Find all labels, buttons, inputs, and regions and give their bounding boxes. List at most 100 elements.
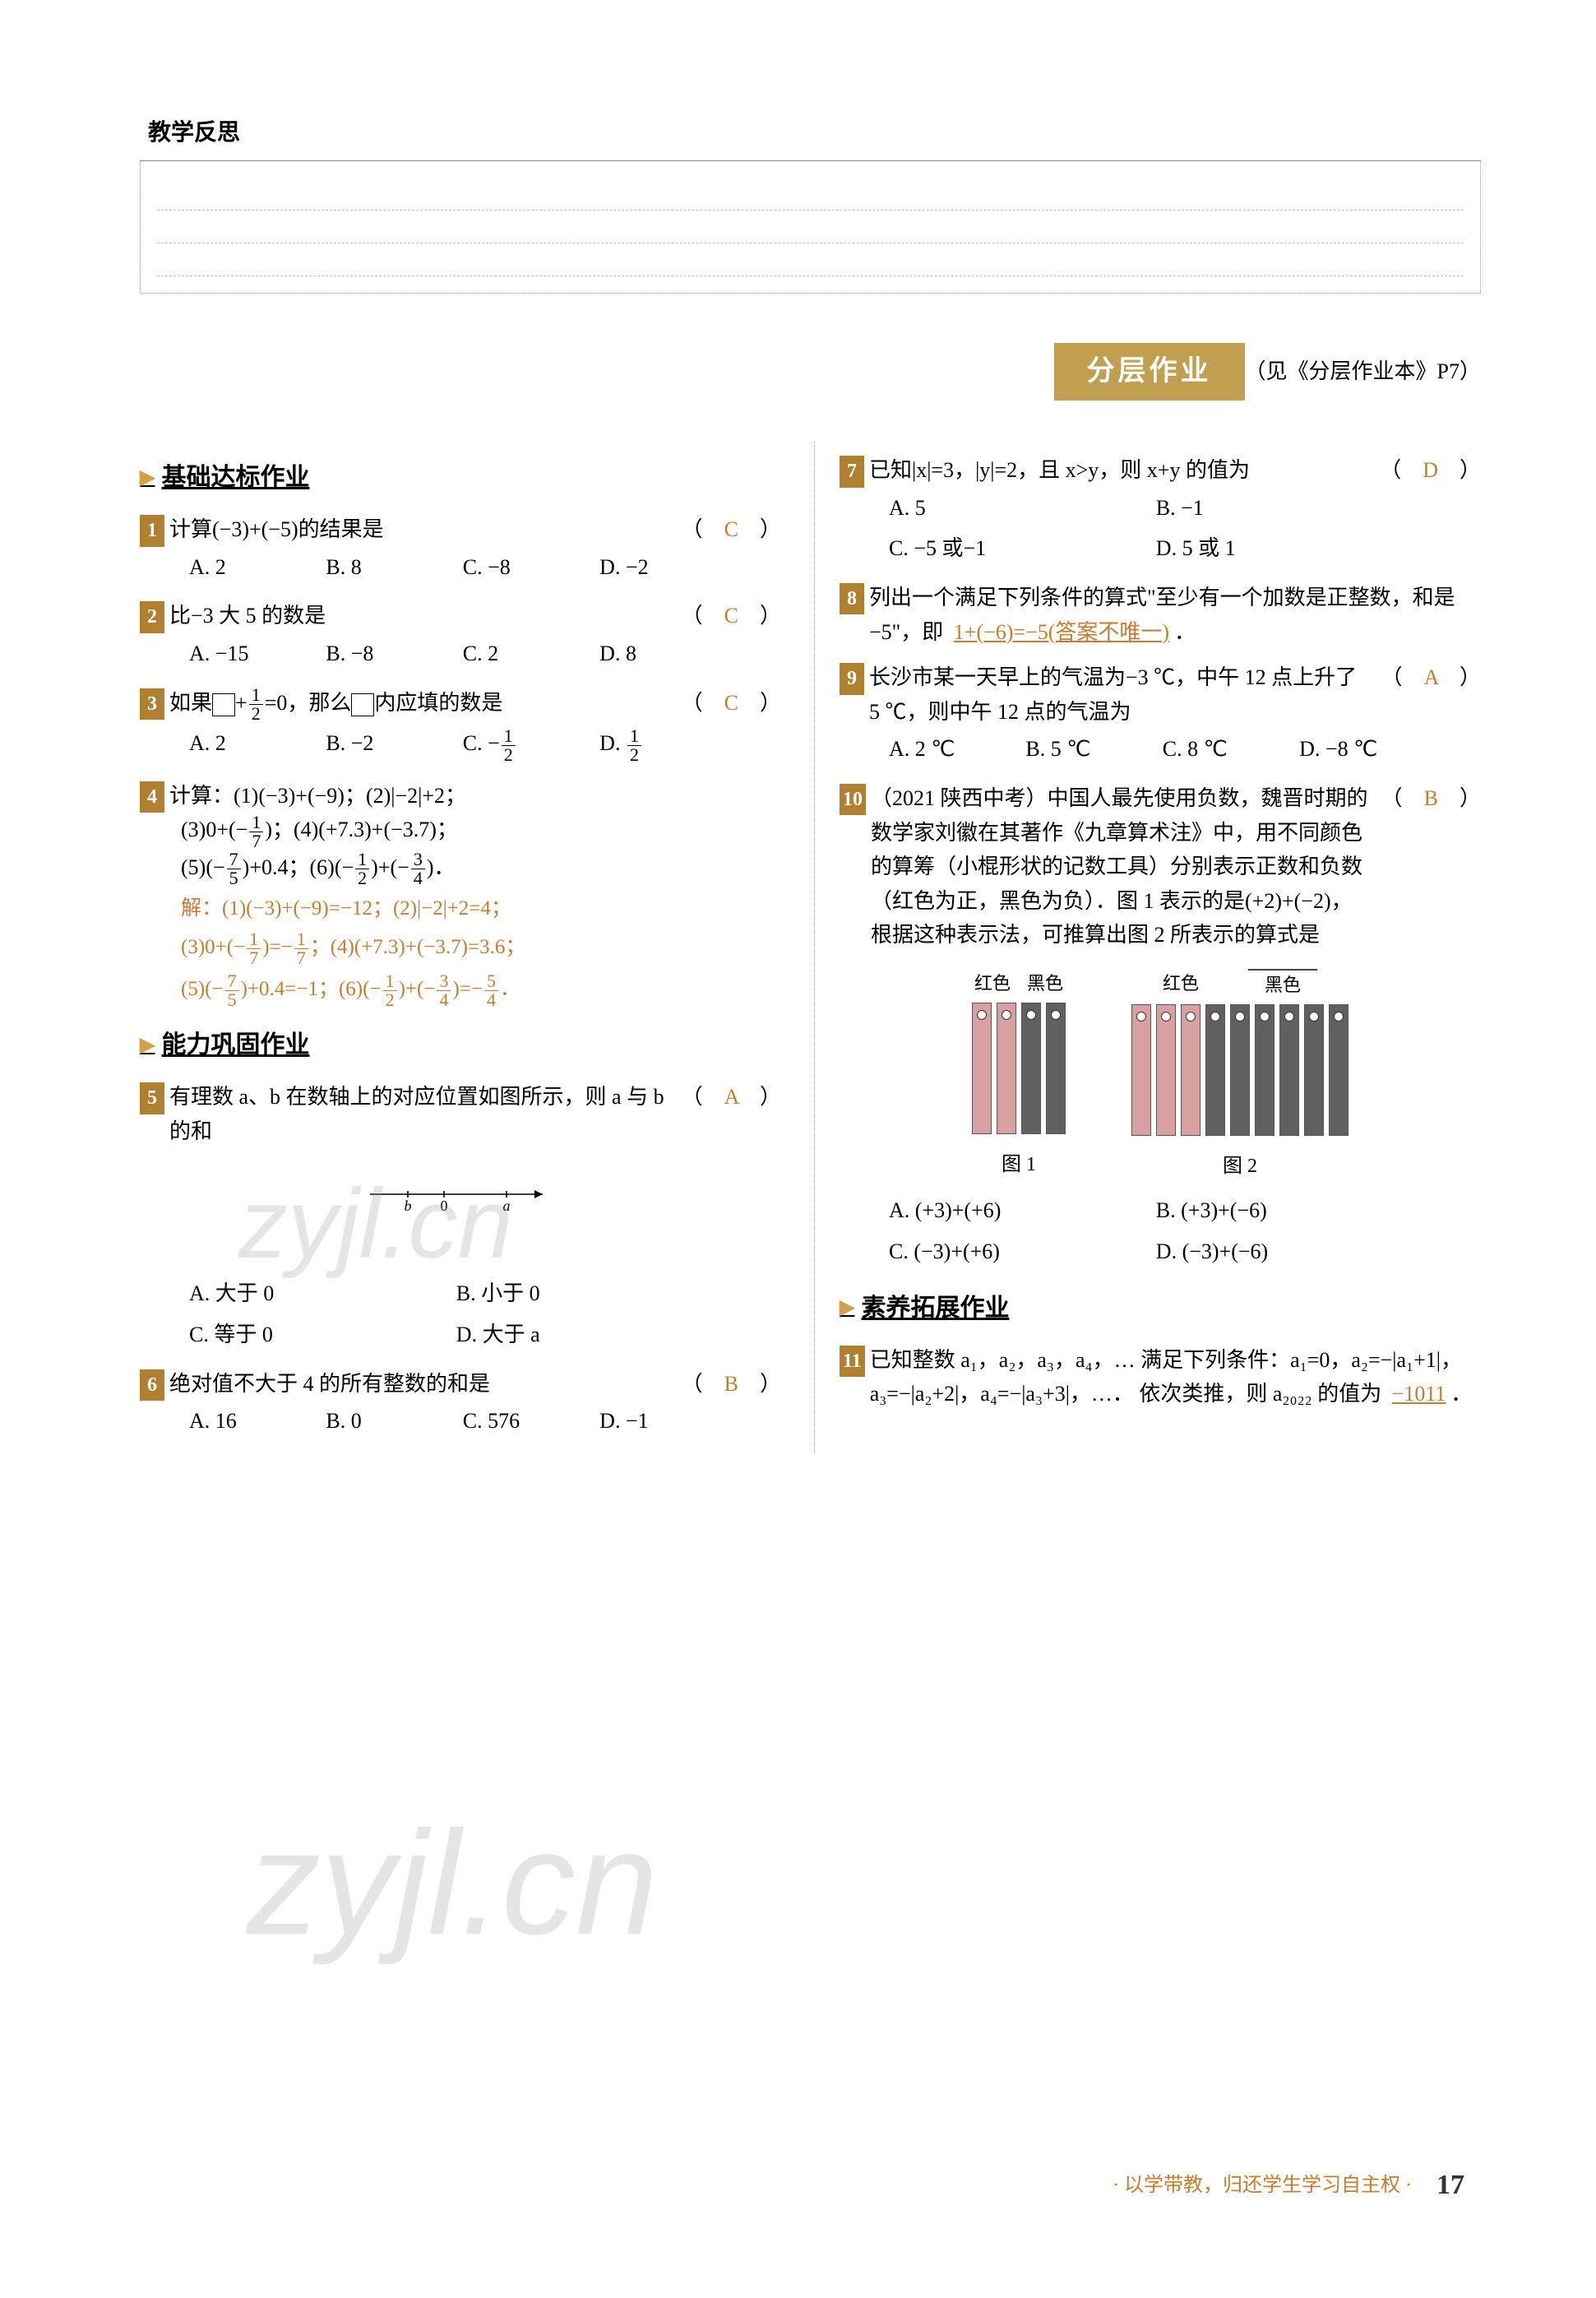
question-9: 9 长沙市某一天早上的气温为−3 ℃，中午 12 点上升了 5 ℃，则中午 12… <box>840 660 1481 770</box>
q4-sol3: (5)(−75)+0.4=−1；(6)(−12)+(−34)=−54． <box>140 972 781 1009</box>
q3-bracket: （ C ） <box>682 686 781 720</box>
q6-text: 绝对值不大于 4 的所有整数的和是 <box>169 1367 673 1402</box>
q2-opt-d: D. 8 <box>599 637 729 671</box>
reflection-line <box>157 211 1464 243</box>
fig2-rods <box>1131 1004 1349 1144</box>
label-red: 红色 <box>1163 969 1199 999</box>
label-a: a <box>503 1198 511 1214</box>
label-black: 黑色 <box>1027 969 1063 998</box>
q5-options: A. 大于 0 B. 小于 0 C. 等于 0 D. 大于 a <box>140 1273 781 1355</box>
q3-frac: 12 <box>249 686 263 723</box>
black-rod-icon <box>1279 1004 1299 1136</box>
section-extend-label: 素养拓展作业 <box>861 1289 1009 1328</box>
q1-opt-c: C. −8 <box>463 550 593 585</box>
q7-opt-d: D. 5 或 1 <box>1156 531 1417 566</box>
q3-opt-d: D. 12 <box>599 726 729 764</box>
q9-options: A. 2 ℃ B. 5 ℃ C. 8 ℃ D. −8 ℃ <box>840 729 1481 770</box>
q7-opt-c: C. −5 或−1 <box>889 531 1150 566</box>
label-b: b <box>405 1198 412 1214</box>
black-rod-icon <box>1205 1004 1225 1136</box>
two-columns: ▶ 基础达标作业 1 计算(−3)+(−5)的结果是 （ C ） A. 2 B.… <box>140 442 1481 1453</box>
question-1: 1 计算(−3)+(−5)的结果是 （ C ） A. 2 B. 8 C. −8 … <box>140 512 781 587</box>
rods-fig1: 红色 黑色 图 1 <box>972 969 1066 1183</box>
q11-text: 已知整数 a₁，a₂，a₃，a₄，… 满足下列条件：a₁=0，a₂=−|a₁+1… <box>870 1343 1481 1411</box>
q3-opt-a: A. 2 <box>189 726 319 764</box>
q5-text: 有理数 a、b 在数轴上的对应位置如图所示，则 a 与 b 的和 <box>169 1080 673 1148</box>
qnum-4: 4 <box>140 781 164 813</box>
question-4: 4 计算：(1)(−3)+(−9)；(2)|−2|+2； (3)0+(−17)；… <box>140 779 781 1010</box>
q4-text: 计算：(1)(−3)+(−9)；(2)|−2|+2； <box>169 779 781 813</box>
label-red: 红色 <box>974 969 1011 998</box>
q4-sol1: 解：(1)(−3)+(−9)=−12；(2)|−2|+2=4； <box>140 892 781 925</box>
q3-answer: C <box>724 691 738 715</box>
q8-fill: 1+(−6)=−5(答案不唯一) <box>949 620 1174 644</box>
question-3: 3 如果+12=0，那么内应填的数是 （ C ） A. 2 B. −2 C. −… <box>140 686 781 767</box>
q3-opt-c: C. −12 <box>463 726 593 764</box>
reflection-box <box>140 160 1481 294</box>
blank-box-icon <box>351 693 374 716</box>
q10-text: （2021 陕西中考）中国人最先使用负数，魏晋时期的数学家刘徽在其著作《九章算术… <box>871 781 1373 952</box>
q3-end: 内应填的数是 <box>374 691 502 715</box>
q5-opt-a: A. 大于 0 <box>189 1276 450 1311</box>
q1-options: A. 2 B. 8 C. −8 D. −2 <box>140 547 781 588</box>
section-ability-label: 能力巩固作业 <box>161 1026 309 1065</box>
blank-box-icon <box>212 693 235 716</box>
red-rod-icon <box>1156 1004 1176 1136</box>
black-rod-icon <box>1255 1004 1274 1136</box>
black-rod-icon <box>1329 1004 1349 1136</box>
arrow-icon: ▶ <box>840 1292 854 1323</box>
watermark-text: zyjl.cn <box>247 1765 658 2002</box>
q10-opt-a: A. (+3)+(+6) <box>889 1193 1150 1228</box>
black-rod-icon <box>1046 1003 1066 1134</box>
q2-options: A. −15 B. −8 C. 2 D. 8 <box>140 633 781 674</box>
q9-opt-a: A. 2 ℃ <box>889 732 1019 767</box>
qnum-2: 2 <box>140 601 164 632</box>
qnum-8: 8 <box>840 583 864 614</box>
question-11: 11 已知整数 a₁，a₂，a₃，a₄，… 满足下列条件：a₁=0，a₂=−|a… <box>840 1343 1481 1411</box>
q5-opt-d: D. 大于 a <box>456 1318 717 1352</box>
qnum-1: 1 <box>140 515 164 546</box>
q2-answer: C <box>724 604 738 628</box>
question-6: 6 绝对值不大于 4 的所有整数的和是 （ B ） A. 16 B. 0 C. … <box>140 1367 781 1442</box>
q3-opt-b: B. −2 <box>326 726 456 764</box>
qnum-3: 3 <box>140 688 164 720</box>
q1-answer: C <box>724 517 738 541</box>
q9-text: 长沙市某一天早上的气温为−3 ℃，中午 12 点上升了 5 ℃，则中午 12 点… <box>869 660 1373 729</box>
q7-text: 已知|x|=3，|y|=2，且 x>y，则 x+y 的值为 <box>869 453 1372 488</box>
q6-opt-d: D. −1 <box>599 1404 729 1439</box>
q8-text: 列出一个满足下列条件的算式"至少有一个加数是正整数，和是−5"，即 1+(−6)… <box>869 581 1481 649</box>
page-content: 教学反思 分层作业 （见《分层作业本》P7） ▶ 基础达标作业 1 计算(−3)… <box>0 0 1596 1453</box>
fig2-labels: 红色 黑色 <box>1131 969 1349 999</box>
fig1-labels: 红色 黑色 <box>972 969 1066 998</box>
footer-motto: · 以学带教，归还学生学习自主权 · <box>1113 2170 1412 2201</box>
question-7: 7 已知|x|=3，|y|=2，且 x>y，则 x+y 的值为 （ D ） A.… <box>840 453 1481 569</box>
q3-options: A. 2 B. −2 C. −12 D. 12 <box>140 723 781 767</box>
q10-opt-b: B. (+3)+(−6) <box>1156 1193 1417 1228</box>
section-basic: ▶ 基础达标作业 <box>140 458 781 498</box>
q4-line3: (5)(−75)+0.4；(6)(−12)+(−34)． <box>140 850 781 888</box>
reflection-line <box>157 178 1464 211</box>
page-number: 17 <box>1436 2163 1464 2208</box>
question-8: 8 列出一个满足下列条件的算式"至少有一个加数是正整数，和是−5"，即 1+(−… <box>840 581 1481 649</box>
q10-bracket: （ B ） <box>1381 781 1481 816</box>
qnum-11: 11 <box>840 1346 865 1377</box>
q7-opt-a: A. 5 <box>889 491 1150 526</box>
question-5: 5 有理数 a、b 在数轴上的对应位置如图所示，则 a 与 b 的和 （ A ）… <box>140 1080 781 1355</box>
fig1-rods <box>972 1003 1066 1142</box>
q6-bracket: （ B ） <box>682 1367 781 1402</box>
label-zero: 0 <box>441 1198 448 1214</box>
q4-sol2: (3)0+(−17)=−17；(4)(+7.3)+(−3.7)=3.6； <box>140 930 781 967</box>
left-column: ▶ 基础达标作业 1 计算(−3)+(−5)的结果是 （ C ） A. 2 B.… <box>140 442 781 1453</box>
q5-bracket: （ A ） <box>682 1080 781 1114</box>
q10-answer: B <box>1424 786 1438 810</box>
q9-bracket: （ A ） <box>1381 660 1481 695</box>
q1-opt-a: A. 2 <box>189 550 319 585</box>
q5-numberline: b 0 a zyjl.cn <box>140 1161 781 1260</box>
q11-fill: −1011 <box>1387 1382 1451 1406</box>
reflection-line <box>157 243 1464 276</box>
q2-opt-b: B. −8 <box>326 637 456 671</box>
section-extend: ▶ 素养拓展作业 <box>840 1289 1481 1328</box>
question-10: 10 （2021 陕西中考）中国人最先使用负数，魏晋时期的数学家刘徽在其著作《九… <box>840 781 1481 1272</box>
banner-reference: （见《分层作业本》P7） <box>1245 354 1481 389</box>
q10-opt-c: C. (−3)+(+6) <box>889 1235 1150 1269</box>
